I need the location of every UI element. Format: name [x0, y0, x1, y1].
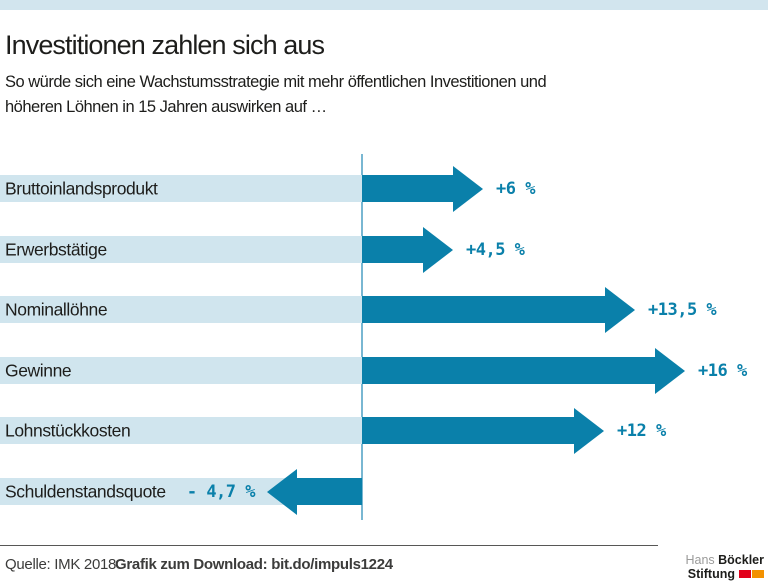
bar-arrow	[362, 407, 604, 454]
top-accent-bar	[0, 0, 768, 10]
value-label: - 4,7 %	[186, 481, 256, 502]
bar-arrow	[362, 165, 483, 212]
zero-baseline-axis	[361, 154, 363, 520]
bar-arrow	[362, 347, 685, 394]
value-label: +6 %	[496, 178, 535, 199]
value-label: +13,5 %	[648, 299, 717, 320]
logo-line1: Hans Böckler	[685, 553, 764, 567]
category-label: Erwerbstätige	[5, 239, 107, 259]
chart-row: Gewinne +16 %	[0, 347, 768, 394]
category-label: Nominallöhne	[5, 299, 108, 319]
arrow-head-icon	[574, 407, 604, 454]
bar-arrow	[267, 468, 362, 515]
chart-subtitle: So würde sich eine Wachstumsstrategie mi…	[5, 70, 547, 120]
hans-boeckler-stiftung-logo: Hans Böckler Stiftung	[685, 553, 764, 581]
footer-divider	[0, 545, 658, 546]
category-band: Gewinne	[0, 357, 362, 384]
category-label: Gewinne	[5, 360, 72, 380]
chart-title: Investitionen zahlen sich aus	[5, 30, 325, 60]
category-band: Nominallöhne	[0, 296, 362, 323]
download-link-text: Grafik zum Download: bit.do/impuls1224	[115, 556, 393, 573]
category-band: Lohnstückkosten	[0, 417, 362, 444]
chart-row: Nominallöhne +13,5 %	[0, 286, 768, 333]
arrow-head-icon	[605, 286, 635, 333]
arrow-head-icon	[453, 165, 483, 212]
chart-row: Bruttoinlandsprodukt +6 %	[0, 165, 768, 212]
arrow-shaft	[362, 417, 574, 444]
logo-orange-square-icon	[752, 570, 764, 578]
chart-subtitle-line1: So würde sich eine Wachstumsstrategie mi…	[5, 73, 547, 91]
bar-arrow	[362, 226, 453, 273]
chart-subtitle-line2: höheren Löhnen in 15 Jahren auswirken au…	[5, 98, 327, 116]
bar-arrow	[362, 286, 635, 333]
logo-line2: Stiftung	[685, 567, 764, 581]
arrow-shaft	[362, 357, 655, 384]
value-label: +12 %	[617, 420, 666, 441]
arrow-head-icon	[267, 468, 297, 515]
category-band: Erwerbstätige	[0, 236, 362, 263]
source-text: Quelle: IMK 2018	[5, 556, 117, 573]
arrow-shaft	[362, 236, 423, 263]
arrow-shaft	[297, 478, 362, 505]
logo-red-square-icon	[739, 570, 751, 578]
category-label: Schuldenstandsquote	[5, 481, 166, 501]
arrow-shaft	[362, 296, 605, 323]
value-label: +4,5 %	[466, 239, 525, 260]
logo-boeckler-text: Böckler	[718, 553, 764, 567]
logo-hans-text: Hans	[685, 553, 715, 567]
chart-row: Lohnstückkosten +12 %	[0, 407, 768, 454]
chart-row: Schuldenstandsquote - 4,7 %	[0, 468, 768, 515]
arrow-head-icon	[655, 347, 685, 394]
value-label: +16 %	[698, 360, 747, 381]
category-label: Bruttoinlandsprodukt	[5, 178, 158, 198]
arrow-head-icon	[423, 226, 453, 273]
category-label: Lohnstückkosten	[5, 420, 131, 440]
category-band: Bruttoinlandsprodukt	[0, 175, 362, 202]
logo-stiftung-text: Stiftung	[687, 567, 735, 581]
arrow-shaft	[362, 175, 453, 202]
chart-row: Erwerbstätige +4,5 %	[0, 226, 768, 273]
